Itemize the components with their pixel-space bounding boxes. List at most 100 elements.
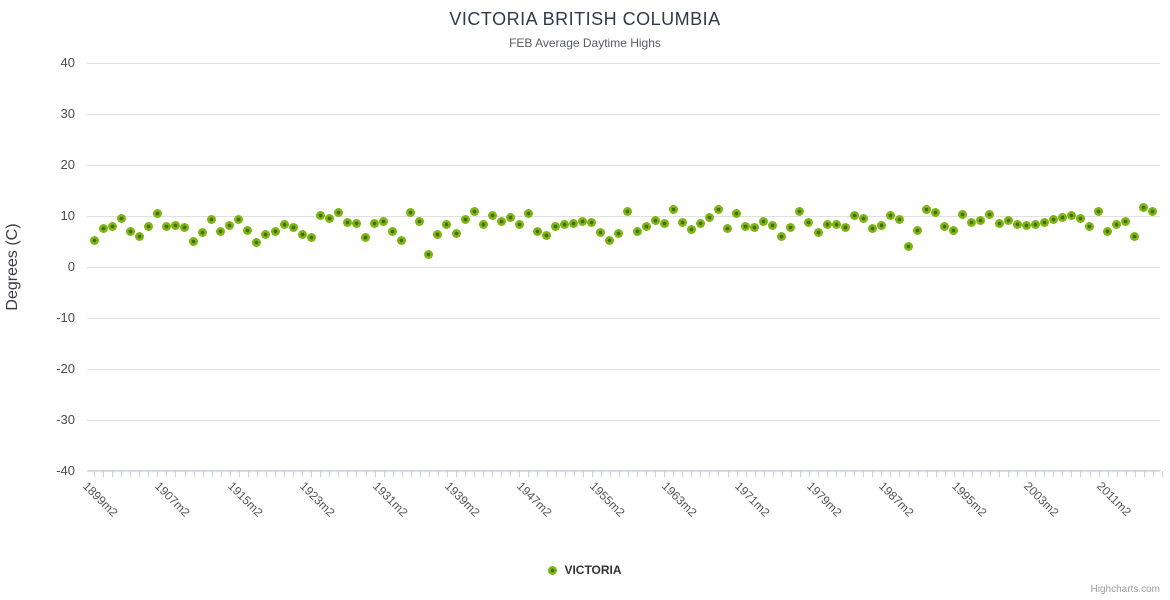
data-point[interactable] [370, 219, 380, 229]
data-point[interactable] [894, 215, 904, 225]
data-point[interactable] [876, 221, 886, 231]
data-point[interactable] [487, 210, 497, 220]
highcharts-credits-link[interactable]: Highcharts.com [1090, 584, 1160, 595]
data-point[interactable] [1148, 207, 1158, 217]
data-point[interactable] [632, 227, 642, 237]
data-point[interactable] [270, 227, 280, 237]
data-point[interactable] [904, 241, 913, 251]
data-point[interactable] [741, 222, 751, 232]
data-point[interactable] [1048, 215, 1058, 225]
data-point[interactable] [659, 219, 669, 229]
data-point[interactable] [324, 214, 334, 224]
data-point[interactable] [297, 230, 307, 240]
data-point[interactable] [424, 249, 434, 259]
data-point[interactable] [976, 216, 986, 226]
data-point[interactable] [849, 210, 859, 220]
data-point[interactable] [768, 221, 778, 231]
data-point[interactable] [261, 229, 271, 239]
data-point[interactable] [922, 204, 932, 214]
data-point[interactable] [1066, 210, 1076, 220]
data-point[interactable] [523, 208, 533, 218]
data-point[interactable] [89, 235, 99, 245]
data-point[interactable] [306, 233, 316, 243]
data-point[interactable] [361, 233, 370, 243]
data-point[interactable] [225, 220, 235, 230]
data-point[interactable] [614, 229, 624, 239]
data-point[interactable] [958, 209, 968, 219]
data-point[interactable] [189, 237, 199, 246]
data-point[interactable] [732, 208, 742, 218]
data-point[interactable] [804, 218, 814, 228]
data-point[interactable] [1121, 216, 1131, 226]
data-point[interactable] [532, 227, 542, 237]
data-point[interactable] [723, 224, 732, 234]
data-point[interactable] [1012, 220, 1022, 230]
data-point[interactable] [198, 227, 208, 237]
data-point[interactable] [288, 223, 298, 233]
data-point[interactable] [433, 230, 443, 240]
data-point[interactable] [931, 207, 941, 217]
data-point[interactable] [596, 228, 606, 238]
data-point[interactable] [333, 207, 343, 217]
data-point[interactable] [1094, 207, 1104, 217]
data-point[interactable] [677, 218, 687, 228]
data-point[interactable] [831, 220, 841, 230]
data-point[interactable] [551, 222, 561, 232]
data-point[interactable] [161, 221, 171, 231]
data-point[interactable] [98, 223, 108, 233]
data-point[interactable] [460, 215, 470, 225]
data-point[interactable] [885, 210, 895, 220]
data-point[interactable] [858, 214, 868, 224]
data-point[interactable] [668, 204, 678, 214]
data-point[interactable] [587, 218, 597, 228]
data-point[interactable] [505, 213, 515, 223]
data-point[interactable] [397, 236, 407, 246]
data-point[interactable] [750, 223, 760, 233]
data-point[interactable] [786, 223, 796, 233]
legend-item-victoria[interactable]: VICTORIA [0, 563, 1170, 577]
data-point[interactable] [605, 236, 615, 246]
data-point[interactable] [813, 228, 823, 238]
data-point[interactable] [170, 220, 180, 230]
data-point[interactable] [578, 217, 588, 227]
data-point[interactable] [107, 221, 117, 231]
data-point[interactable] [560, 220, 570, 230]
data-point[interactable] [279, 220, 289, 230]
data-point[interactable] [514, 220, 524, 230]
data-point[interactable] [342, 218, 352, 228]
data-point[interactable] [704, 213, 714, 223]
data-point[interactable] [695, 219, 705, 229]
data-point[interactable] [1112, 219, 1122, 229]
data-point[interactable] [840, 223, 850, 233]
data-point[interactable] [252, 238, 262, 248]
data-point[interactable] [442, 220, 452, 230]
data-point[interactable] [116, 213, 126, 223]
data-point[interactable] [180, 222, 189, 232]
data-point[interactable] [967, 218, 977, 228]
data-point[interactable] [1075, 213, 1085, 223]
data-point[interactable] [451, 229, 461, 239]
data-point[interactable] [216, 226, 226, 236]
data-point[interactable] [207, 214, 217, 224]
data-point[interactable] [795, 206, 805, 216]
data-point[interactable] [1057, 213, 1067, 223]
data-point[interactable] [1103, 226, 1113, 236]
data-point[interactable] [143, 221, 153, 231]
data-point[interactable] [134, 231, 144, 241]
data-point[interactable] [388, 227, 398, 237]
data-point[interactable] [867, 224, 877, 234]
data-point[interactable] [1030, 220, 1040, 230]
data-point[interactable] [125, 226, 135, 236]
data-point[interactable] [152, 209, 162, 219]
data-point[interactable] [1130, 231, 1140, 241]
data-point[interactable] [913, 226, 923, 236]
data-point[interactable] [351, 219, 361, 229]
data-point[interactable] [940, 222, 950, 232]
data-point[interactable] [469, 206, 479, 216]
data-point[interactable] [949, 226, 959, 236]
data-point[interactable] [569, 219, 579, 229]
data-point[interactable] [641, 222, 651, 232]
data-point[interactable] [985, 209, 995, 219]
data-point[interactable] [315, 210, 325, 220]
data-point[interactable] [234, 214, 244, 224]
